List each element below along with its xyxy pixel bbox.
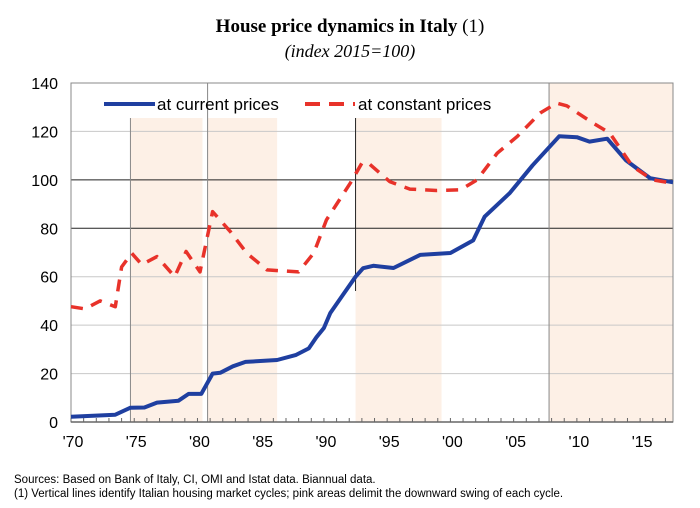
x-tick-label: '00 (442, 434, 463, 451)
y-tick-label: 0 (49, 415, 58, 432)
y-tick-label: 20 (40, 367, 58, 384)
series-line-constant-prices (70, 101, 674, 311)
y-tick-label: 80 (40, 221, 58, 238)
legend: at current prices at constant prices (104, 95, 491, 114)
y-tick-label: 140 (31, 76, 58, 93)
x-tick-label: '75 (126, 434, 147, 451)
x-tick-label: '70 (63, 434, 84, 451)
title-note: (1) (462, 16, 485, 37)
legend-label-current: at current prices (157, 95, 279, 114)
chart-subtitle: (index 2015=100) (284, 41, 416, 61)
x-tick-label: '05 (505, 434, 526, 451)
legend-label-constant: at constant prices (358, 95, 491, 114)
x-tick-label: '85 (252, 434, 273, 451)
series-line-current-prices (70, 134, 674, 419)
y-tick-label: 40 (40, 318, 58, 335)
footer-sources: Sources: Based on Bank of Italy, CI, OMI… (14, 474, 376, 486)
x-tick-label: '95 (379, 434, 400, 451)
y-tick-label: 60 (40, 270, 58, 287)
shaded-period (549, 83, 673, 422)
chart-title: House price dynamics in Italy (1) (215, 16, 485, 37)
y-tick-label: 120 (31, 124, 58, 141)
x-tick-label: '80 (189, 434, 210, 451)
x-tick-label: '15 (632, 434, 653, 451)
shaded-period (355, 118, 442, 422)
y-tick-label: 100 (31, 173, 58, 190)
x-tick-label: '10 (568, 434, 589, 451)
footer-note: (1) Vertical lines identify Italian hous… (14, 488, 564, 500)
x-tick-label: '90 (316, 434, 337, 451)
